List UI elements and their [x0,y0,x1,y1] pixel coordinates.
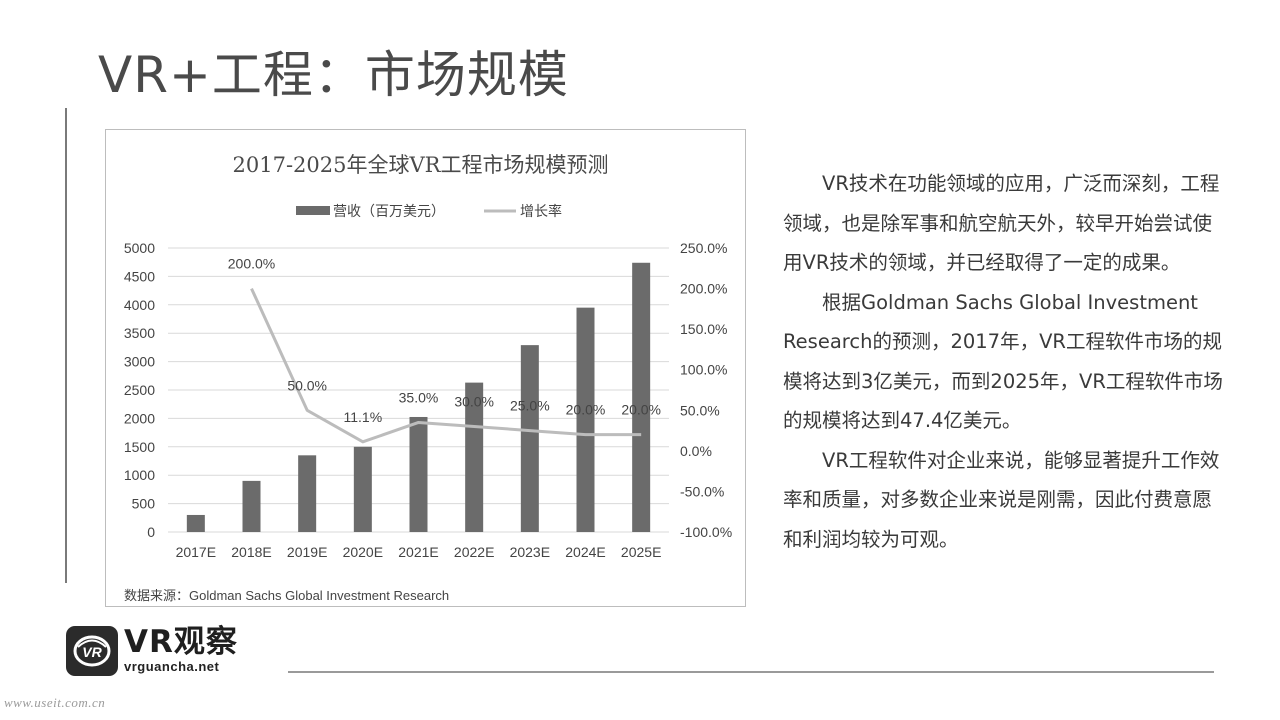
y2-tick-label: 0.0% [680,443,712,459]
y-tick-label: 5000 [124,240,155,256]
paragraph-2: 根据Goldman Sachs Global Investment Resear… [783,290,1223,433]
x-tick-label: 2021E [398,544,438,560]
chart-panel: 2017-2025年全球VR工程市场规模预测营收（百万美元） 增长率 0 500 100… [105,129,746,607]
brand-logo: VR VR观察 vrguancha.net [62,622,247,680]
bar-revenue [632,262,651,532]
footer-divider [288,671,1214,673]
x-tick-label: 2017E [176,544,216,560]
logo-name: VR观察 [124,624,238,660]
paragraph-1: VR技术在功能领域的应用，广泛而深刻，工程领域，也是除军事和航空航天外，较早开始… [783,172,1220,274]
x-tick-label: 2018E [231,544,271,560]
logo-url: vrguancha.net [124,659,220,674]
y2-tick-label: 250.0% [680,240,727,256]
growth-data-label: 200.0% [228,256,275,272]
y2-tick-label: -50.0% [680,483,724,499]
legend-label-growth: 增长率 [520,203,562,219]
bar-revenue [409,416,428,532]
svg-text:VR: VR [82,644,102,660]
bar-revenue [576,307,595,532]
legend-swatch-revenue [296,206,330,215]
description-text: VR技术在功能领域的应用，广泛而深刻，工程领域，也是除军事和航空航天外，较早开始… [783,164,1223,559]
y-tick-label: 1500 [124,439,155,455]
chart-source-note: 数据来源：Goldman Sachs Global Investment Res… [124,588,450,603]
x-tick-label: 2025E [621,544,661,560]
y-tick-label: 3500 [124,325,155,341]
growth-data-label: 30.0% [454,394,494,410]
y2-tick-label: 150.0% [680,321,727,337]
growth-data-label: 35.0% [399,389,439,405]
y-tick-label: 2500 [124,382,155,398]
y2-tick-label: 50.0% [680,402,720,418]
y2-tick-label: 200.0% [680,281,727,297]
y2-tick-label: -100.0% [680,524,732,540]
bar-revenue [465,382,484,532]
growth-data-label: 11.1% [343,409,382,425]
x-tick-label: 2024E [565,544,605,560]
y-tick-label: 4500 [124,268,155,284]
growth-data-label: 50.0% [287,377,327,393]
watermark: www.useit.com.cn [4,695,106,710]
legend-label-revenue: 营收（百万美元） [333,203,445,219]
paragraph-3: VR工程软件对企业来说，能够显著提升工作效率和质量，对多数企业来说是刚需，因此付… [783,448,1220,551]
vr-logo-icon: VR [66,626,118,676]
y2-tick-label: 100.0% [680,362,727,378]
growth-rate-line [250,287,642,444]
chart-title: 2017-2025年全球VR工程市场规模预测 [233,153,609,177]
growth-data-label: 25.0% [510,398,550,414]
y-tick-label: 500 [132,496,156,512]
bar-revenue [520,345,539,532]
bar-revenue [298,455,317,532]
bar-revenue [242,480,261,532]
y-tick-label: 0 [147,524,155,540]
y-tick-label: 4000 [124,297,155,313]
y-tick-label: 1000 [124,467,155,483]
x-tick-label: 2022E [454,544,494,560]
vertical-divider [65,108,67,583]
x-tick-label: 2019E [287,544,327,560]
page-title: VR+工程：市场规模 [98,46,569,104]
bar-revenue [186,514,205,532]
x-tick-label: 2020E [343,544,383,560]
y-tick-label: 2000 [124,410,155,426]
x-tick-label: 2023E [510,544,550,560]
bar-revenue [353,446,372,532]
growth-data-label: 20.0% [566,402,606,418]
y-tick-label: 3000 [124,354,155,370]
growth-data-label: 20.0% [621,402,661,418]
